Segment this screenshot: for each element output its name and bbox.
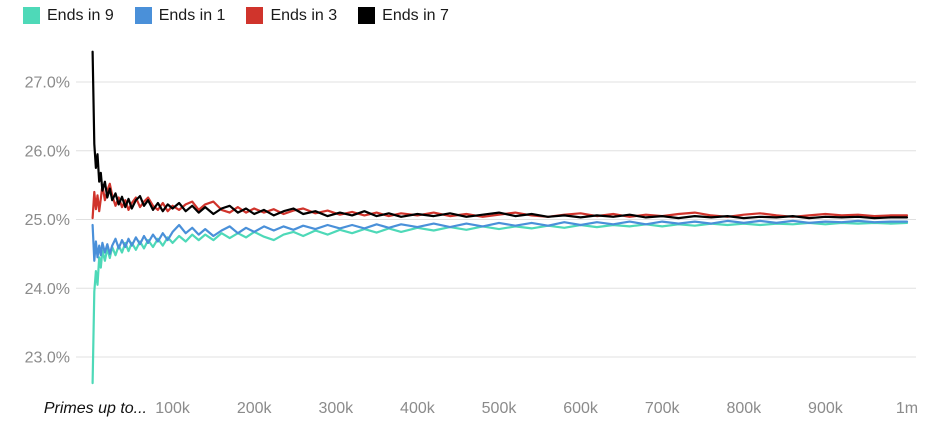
legend-swatch-ends-in-7-icon bbox=[358, 7, 376, 24]
legend-item-ends-in-1[interactable]: Ends in 1 bbox=[134, 7, 226, 24]
legend-item-ends-in-9[interactable]: Ends in 9 bbox=[23, 7, 114, 24]
x-tick-label: 800k bbox=[726, 400, 762, 417]
x-tick-label: 300k bbox=[318, 400, 354, 417]
x-tick-label: 400k bbox=[400, 400, 436, 417]
legend-label-ends-in-9: Ends in 9 bbox=[47, 7, 114, 24]
x-tick-label: 900k bbox=[808, 400, 844, 417]
x-tick-label: 100k bbox=[155, 400, 191, 417]
x-tick-label: 1m bbox=[896, 400, 918, 417]
x-tick-label: 700k bbox=[645, 400, 681, 417]
legend-item-ends-in-3[interactable]: Ends in 3 bbox=[246, 7, 337, 24]
y-tick-label: 24.0% bbox=[25, 281, 70, 298]
chart-legend: Ends in 9 Ends in 1 Ends in 3 Ends in 7 bbox=[23, 7, 449, 24]
series-line-ends-in-9[interactable] bbox=[91, 221, 909, 385]
legend-swatch-ends-in-3-icon bbox=[246, 7, 264, 24]
legend-swatch-ends-in-1-icon bbox=[134, 7, 152, 24]
x-tick-label: 600k bbox=[563, 400, 599, 417]
y-tick-label: 25.0% bbox=[25, 212, 70, 229]
y-tick-label: 26.0% bbox=[25, 143, 70, 160]
series-line-ends-in-3[interactable] bbox=[91, 182, 909, 220]
x-axis-title: Primes up to... bbox=[44, 400, 147, 417]
legend-label-ends-in-3: Ends in 3 bbox=[270, 7, 338, 24]
y-tick-label: 27.0% bbox=[25, 75, 70, 92]
series-line-ends-in-7[interactable] bbox=[91, 50, 909, 220]
legend-label-ends-in-7: Ends in 7 bbox=[382, 7, 449, 24]
legend-item-ends-in-7[interactable]: Ends in 7 bbox=[358, 7, 449, 24]
legend-label-ends-in-1: Ends in 1 bbox=[158, 7, 226, 24]
x-tick-label: 200k bbox=[237, 400, 273, 417]
x-tick-label: 500k bbox=[482, 400, 518, 417]
y-tick-label: 23.0% bbox=[25, 350, 70, 367]
series-line-ends-in-1[interactable] bbox=[91, 219, 909, 262]
legend-swatch-ends-in-9-icon bbox=[23, 7, 40, 24]
